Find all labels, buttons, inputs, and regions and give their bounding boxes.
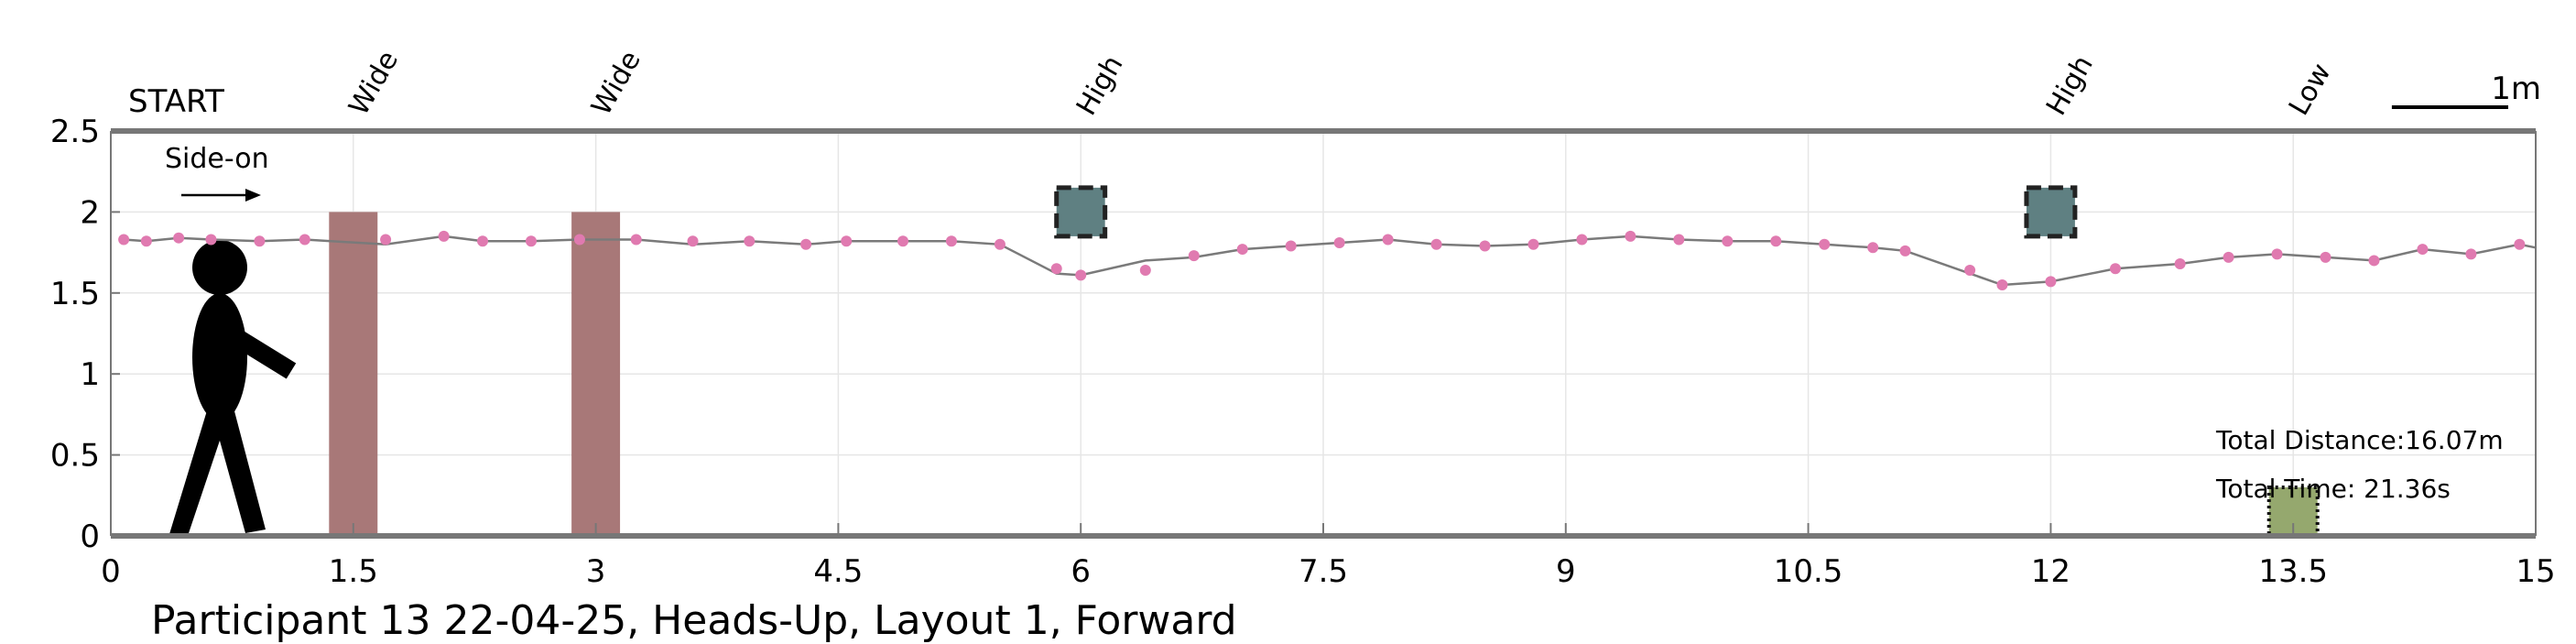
x-tick-label: 4.5 bbox=[813, 553, 863, 590]
trajectory-point bbox=[299, 234, 310, 246]
chart-title: Participant 13 22-04-25, Heads-Up, Layou… bbox=[151, 597, 1237, 644]
person-walking-icon bbox=[169, 240, 297, 536]
x-tick-label: 15 bbox=[2516, 553, 2555, 590]
trajectory-point bbox=[1527, 238, 1539, 250]
trajectory-point bbox=[2417, 244, 2429, 256]
x-tick-label: 1.5 bbox=[329, 553, 378, 590]
obstacles bbox=[329, 185, 2320, 539]
x-tick-labels: 0 1.5 3 4.5 6 7.5 9 10.5 12 13.5 15 bbox=[101, 553, 2555, 590]
trajectory-point bbox=[1236, 244, 1248, 256]
trajectory-point bbox=[573, 234, 585, 246]
trajectory-point bbox=[1382, 234, 1394, 246]
trajectory-point bbox=[994, 238, 1005, 250]
trajectory-point bbox=[2465, 248, 2477, 260]
trajectory-point bbox=[118, 234, 130, 246]
y-tick-label: 0.5 bbox=[50, 438, 100, 475]
x-tick-label: 9 bbox=[1556, 553, 1576, 590]
x-tick-label: 3 bbox=[586, 553, 606, 590]
trajectory-point bbox=[2174, 257, 2186, 269]
y-tick-label: 2 bbox=[80, 194, 100, 231]
scale-bar: 1m bbox=[2391, 71, 2541, 109]
x-tick-label: 13.5 bbox=[2258, 553, 2328, 590]
trajectory-point bbox=[1050, 263, 1062, 275]
trajectory-markers bbox=[118, 230, 2526, 290]
x-tick-label: 6 bbox=[1071, 553, 1091, 590]
trajectory-point bbox=[525, 235, 537, 247]
trajectory-point bbox=[945, 235, 957, 247]
trajectory-point bbox=[1188, 250, 1200, 262]
trajectory-point bbox=[140, 235, 152, 247]
obstacle-high bbox=[1054, 185, 1108, 239]
obstacle-label-wide: Wide bbox=[585, 46, 647, 121]
total-distance: Total Distance:16.07m bbox=[2215, 425, 2504, 455]
obstacle-wide bbox=[329, 212, 378, 536]
y-tick-label: 1 bbox=[80, 356, 100, 393]
obstacle-label-high: High bbox=[1071, 50, 1130, 121]
trajectory-point bbox=[800, 238, 812, 250]
trajectory-point bbox=[1867, 242, 1879, 254]
trajectory-point bbox=[2223, 251, 2234, 263]
trajectory-point bbox=[1075, 269, 1087, 281]
direction-label: Side-on bbox=[165, 143, 269, 175]
obstacle-high bbox=[2024, 185, 2078, 239]
trajectory-point bbox=[2514, 238, 2526, 250]
trajectory-point bbox=[2368, 255, 2380, 267]
trajectory-point bbox=[2110, 263, 2122, 275]
y-tick-label: 1.5 bbox=[50, 276, 100, 312]
trajectory-point bbox=[438, 230, 450, 242]
y-tick-label: 0 bbox=[80, 518, 100, 555]
trajectory-point bbox=[205, 234, 217, 246]
trajectory-point bbox=[897, 235, 909, 247]
x-tick-label: 7.5 bbox=[1299, 553, 1348, 590]
trajectory-point bbox=[2045, 276, 2057, 288]
trajectory-point bbox=[841, 235, 853, 247]
trajectory-point bbox=[687, 235, 699, 247]
trajectory-point bbox=[2320, 251, 2331, 263]
x-tick-label: 10.5 bbox=[1774, 553, 1843, 590]
obstacle-label-wide: Wide bbox=[342, 46, 405, 121]
trajectory-point bbox=[1333, 236, 1345, 248]
trajectory-point bbox=[1996, 278, 2008, 290]
direction-arrow-icon bbox=[181, 189, 261, 202]
trajectory-point bbox=[1479, 240, 1491, 252]
scale-label: 1m bbox=[2491, 71, 2541, 107]
trajectory-point bbox=[254, 235, 266, 247]
grid bbox=[110, 130, 2537, 537]
trajectory-point bbox=[1770, 235, 1782, 247]
trajectory-point bbox=[477, 235, 489, 247]
trajectory-point bbox=[1285, 240, 1297, 252]
x-tick-label: 12 bbox=[2031, 553, 2071, 590]
trajectory-point bbox=[1722, 235, 1734, 247]
obstacle-label-low: Low bbox=[2283, 58, 2338, 121]
trajectory-point bbox=[630, 234, 642, 246]
trajectory-point bbox=[1430, 238, 1442, 250]
trajectory-point bbox=[1899, 245, 1911, 257]
start-label: START bbox=[128, 83, 224, 120]
y-tick-labels: 0 0.5 1 1.5 2 2.5 bbox=[50, 114, 100, 555]
y-tick-label: 2.5 bbox=[50, 114, 100, 150]
trajectory-point bbox=[1139, 265, 1151, 277]
obstacle-labels: Wide Wide High High Low bbox=[342, 46, 2337, 121]
trajectory-point bbox=[173, 232, 185, 244]
trajectory-point bbox=[1964, 265, 1976, 277]
obstacle-label-high: High bbox=[2040, 50, 2100, 121]
trajectory-point bbox=[1576, 234, 1588, 246]
trajectory-point bbox=[744, 235, 755, 247]
trajectory-point bbox=[1673, 234, 1685, 246]
obstacle-wide bbox=[571, 212, 621, 536]
x-tick-label: 0 bbox=[101, 553, 121, 590]
trajectory-point bbox=[380, 234, 392, 246]
trajectory-point bbox=[1625, 230, 1636, 242]
axes bbox=[110, 128, 2537, 539]
trajectory-point bbox=[2271, 248, 2283, 260]
trajectory-point bbox=[1819, 238, 1831, 250]
total-time: Total Time: 21.36s bbox=[2215, 474, 2451, 504]
